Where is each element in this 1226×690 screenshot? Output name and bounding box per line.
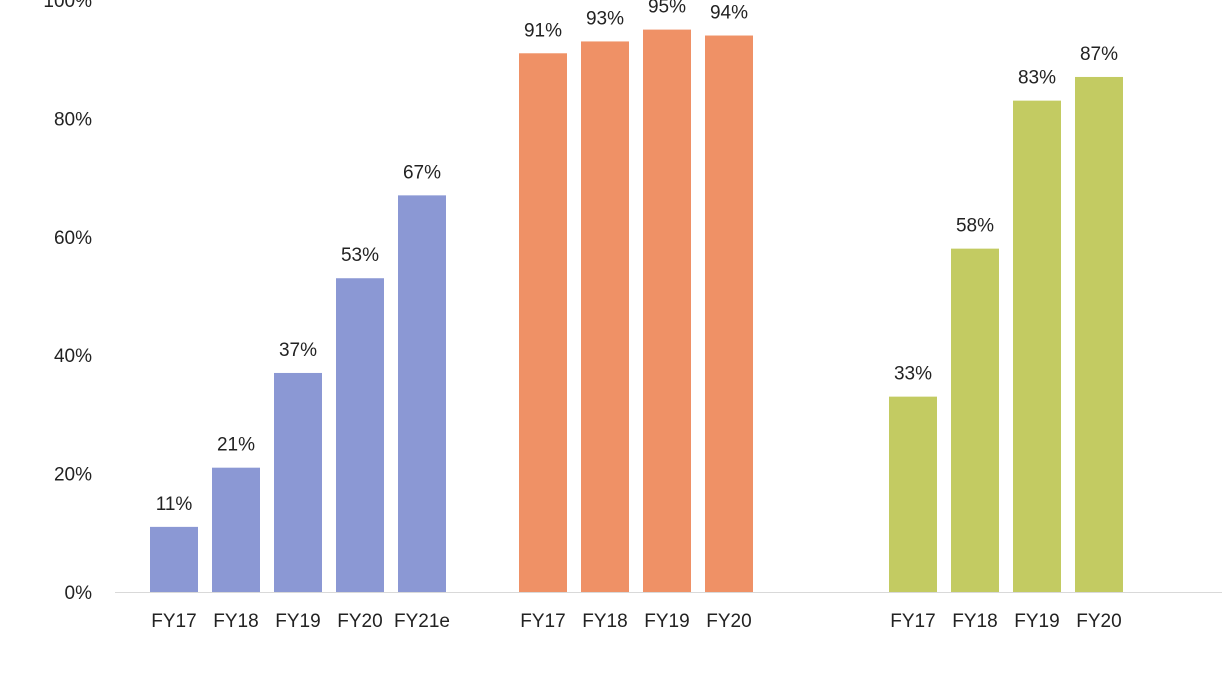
x-tick-label: FY20: [337, 611, 382, 632]
bar: [212, 467, 260, 592]
bar-groups: 11% FY17 21% FY18 37% FY19 53% FY20 67% FY21e 91% F…: [150, 0, 1123, 632]
y-axis: 0% 20% 40% 60% 80% 100%: [43, 0, 92, 604]
bar: [150, 526, 198, 592]
data-label: 58%: [956, 216, 994, 237]
data-label: 93%: [586, 8, 624, 29]
bar: [1013, 100, 1061, 592]
x-tick-label: FY17: [890, 611, 935, 632]
bar: [889, 396, 937, 592]
y-tick-label: 60%: [54, 228, 92, 249]
bar: [643, 29, 691, 593]
x-tick-label: FY18: [213, 611, 258, 632]
y-tick-label: 80%: [54, 109, 92, 130]
x-tick-label: FY18: [952, 611, 997, 632]
data-label: 94%: [710, 3, 748, 24]
bar-group: 11% FY17 21% FY18 37% FY19 53% FY20 67% FY21e: [150, 162, 450, 632]
bar: [336, 278, 384, 592]
y-tick-label: 20%: [54, 465, 92, 486]
x-tick-label: FY19: [1014, 611, 1059, 632]
x-tick-label: FY19: [275, 611, 320, 632]
data-label: 83%: [1018, 68, 1056, 89]
x-tick-label: FY17: [151, 611, 196, 632]
data-label: 87%: [1080, 44, 1118, 65]
bar: [274, 372, 322, 592]
bar-group: 33% FY17 58% FY18 83% FY19 87% FY20: [889, 44, 1123, 632]
x-tick-label: FY21e: [394, 611, 450, 632]
data-label: 21%: [217, 435, 255, 456]
bar: [705, 35, 753, 592]
data-label: 67%: [403, 162, 441, 183]
data-label: 91%: [524, 20, 562, 41]
x-tick-label: FY19: [644, 611, 689, 632]
bar: [398, 195, 446, 593]
y-tick-label: 40%: [54, 346, 92, 367]
data-label: 53%: [341, 245, 379, 266]
bar: [951, 248, 999, 592]
bar: [519, 53, 567, 592]
x-tick-label: FY20: [706, 611, 751, 632]
data-label: 33%: [894, 364, 932, 385]
data-label: 95%: [648, 0, 686, 18]
bar: [581, 41, 629, 592]
x-tick-label: FY17: [520, 611, 565, 632]
y-tick-label: 100%: [43, 0, 92, 12]
y-tick-label: 0%: [65, 583, 93, 604]
data-label: 37%: [279, 340, 317, 361]
bar: [1075, 76, 1123, 592]
x-tick-label: FY18: [582, 611, 627, 632]
x-tick-label: FY20: [1076, 611, 1121, 632]
data-label: 11%: [156, 494, 193, 515]
bar-group: 91% FY17 93% FY18 95% FY19 94% FY20: [519, 0, 753, 632]
